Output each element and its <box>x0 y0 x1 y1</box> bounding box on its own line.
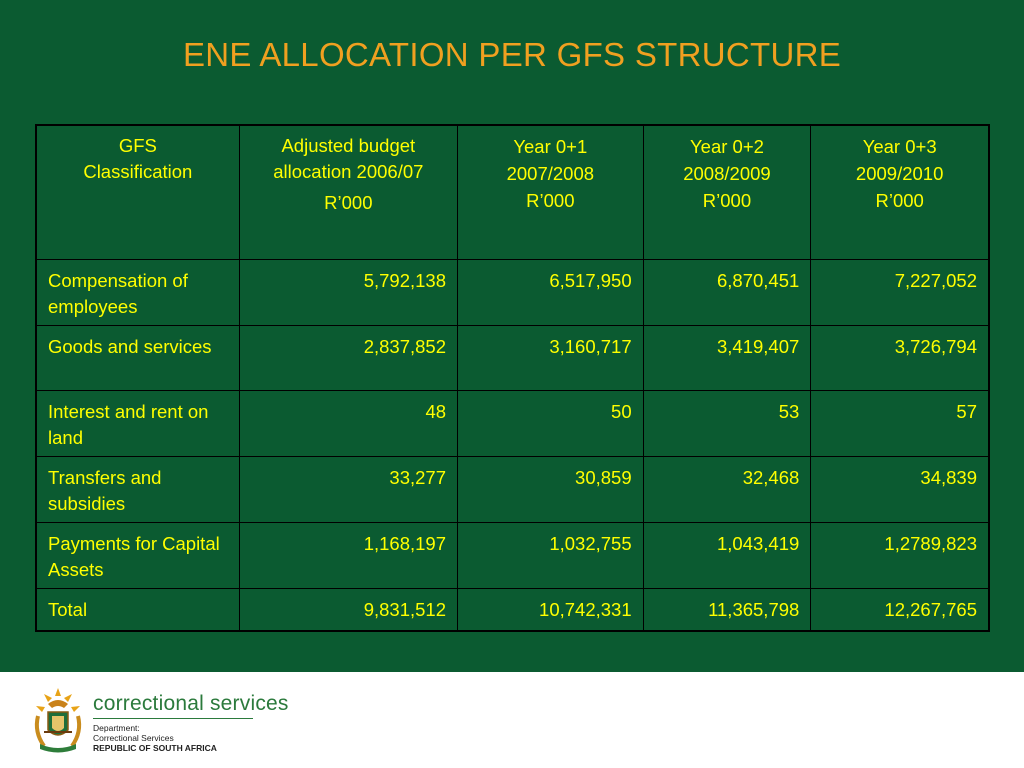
cell-value: 6,870,451 <box>642 259 812 326</box>
footer <box>0 672 1024 768</box>
table-row: Transfers and subsidies 33,277 30,859 32… <box>35 456 990 523</box>
cell-value: 53 <box>642 390 812 457</box>
table-header-row: GFS Classification Adjusted budget alloc… <box>35 124 990 260</box>
coat-of-arms-icon <box>34 688 82 753</box>
table-row: Goods and services 2,837,852 3,160,717 3… <box>35 325 990 391</box>
header-text: 2007/2008 <box>506 163 595 184</box>
cell-value: 48 <box>238 390 459 457</box>
cell-value: 1,043,419 <box>642 522 812 589</box>
country-name: REPUBLIC OF SOUTH AFRICA <box>93 743 217 753</box>
header-text: Year 0+2 <box>690 136 764 157</box>
header-year-3: Year 0+3 2009/2010 R’000 <box>810 124 990 260</box>
cell-value: 12,267,765 <box>810 588 990 631</box>
row-label: Compensation of employees <box>35 259 240 326</box>
cell-value: 2,837,852 <box>238 325 459 391</box>
cell-value: 10,742,331 <box>457 588 644 631</box>
footer-branding: correctional services Department: Correc… <box>93 692 289 753</box>
row-label: Transfers and subsidies <box>35 456 240 523</box>
header-text: 2008/2009 <box>683 163 771 184</box>
brand-divider <box>93 718 253 719</box>
header-text: allocation 2006/07 <box>273 161 424 182</box>
cell-value: 3,419,407 <box>642 325 812 391</box>
header-text: R’000 <box>702 190 752 211</box>
dept-label: Department: <box>93 723 140 733</box>
cell-value: 50 <box>457 390 644 457</box>
cell-value: 6,517,950 <box>457 259 644 326</box>
cell-value: 3,160,717 <box>457 325 644 391</box>
slide: ENE ALLOCATION PER GFS STRUCTURE GFS Cla… <box>0 0 1024 672</box>
header-adjusted-budget: Adjusted budget allocation 2006/07 R’000 <box>238 124 459 260</box>
header-text: Year 0+1 <box>513 136 588 157</box>
header-text: R’000 <box>875 190 924 211</box>
table-row: Payments for Capital Assets 1,168,197 1,… <box>35 522 990 589</box>
dept-name: Correctional Services <box>93 733 174 743</box>
row-label: Interest and rent on land <box>35 390 240 457</box>
cell-value: 5,792,138 <box>238 259 459 326</box>
cell-value: 11,365,798 <box>642 588 812 631</box>
cell-value: 7,227,052 <box>810 259 990 326</box>
table-row-total: Total 9,831,512 10,742,331 11,365,798 12… <box>35 588 990 631</box>
header-text: Year 0+3 <box>862 136 937 157</box>
row-label: Goods and services <box>35 325 240 391</box>
header-year-1: Year 0+1 2007/2008 R’000 <box>457 124 644 260</box>
cell-value: 30,859 <box>457 456 644 523</box>
header-text: Classification <box>83 161 193 182</box>
row-label: Total <box>35 588 240 631</box>
header-gfs-classification: GFS Classification <box>35 124 240 260</box>
cell-value: 1,2789,823 <box>810 522 990 589</box>
cell-value: 32,468 <box>642 456 812 523</box>
cell-value: 9,831,512 <box>238 588 459 631</box>
header-text: Adjusted budget <box>281 135 416 156</box>
table-row: Interest and rent on land 48 50 53 57 <box>35 390 990 457</box>
header-text: R’000 <box>324 192 373 213</box>
cell-value: 3,726,794 <box>810 325 990 391</box>
header-text: R’000 <box>526 190 575 211</box>
cell-value: 34,839 <box>810 456 990 523</box>
brand-name: correctional services <box>93 692 289 715</box>
allocation-table: GFS Classification Adjusted budget alloc… <box>35 124 990 632</box>
header-text: GFS <box>118 135 157 156</box>
cell-value: 1,032,755 <box>457 522 644 589</box>
cell-value: 57 <box>810 390 990 457</box>
cell-value: 33,277 <box>238 456 459 523</box>
table-row: Compensation of employees 5,792,138 6,51… <box>35 259 990 326</box>
row-label: Payments for Capital Assets <box>35 522 240 589</box>
header-year-2: Year 0+2 2008/2009 R’000 <box>642 124 812 260</box>
cell-value: 1,168,197 <box>238 522 459 589</box>
slide-title: ENE ALLOCATION PER GFS STRUCTURE <box>182 36 842 73</box>
header-text: 2009/2010 <box>855 163 944 184</box>
